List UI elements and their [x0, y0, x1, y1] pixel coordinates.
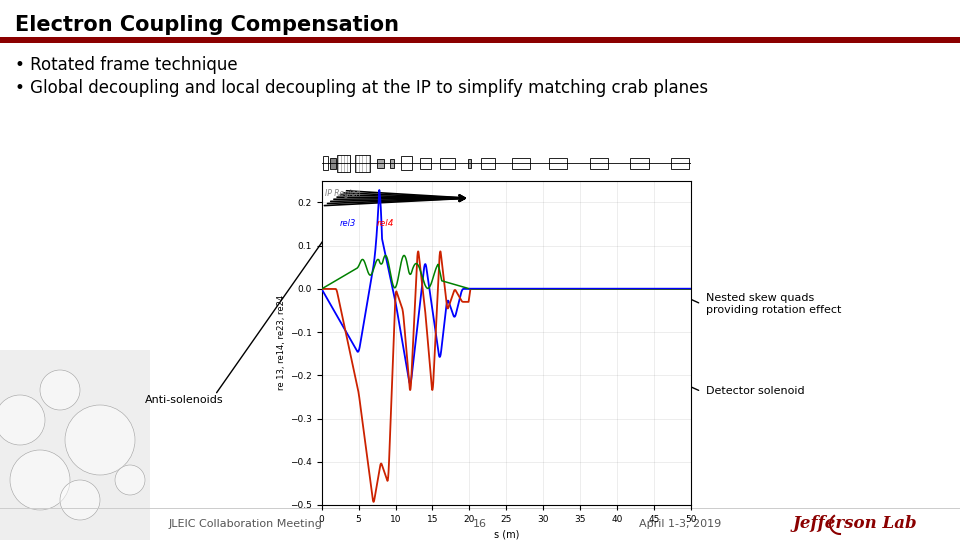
Text: rel4: rel4 [377, 219, 395, 228]
Bar [481, 158, 495, 169]
Text: rel3: rel3 [340, 219, 356, 228]
X-axis label: s (m): s (m) [493, 529, 519, 539]
Text: Detector solenoid: Detector solenoid [707, 387, 804, 396]
Bar [589, 158, 608, 169]
Bar [390, 159, 394, 168]
Bar [401, 157, 412, 171]
Text: IP Region: IP Region [325, 189, 361, 198]
Text: • Rotated frame technique: • Rotated frame technique [15, 56, 238, 74]
Bar [324, 157, 327, 171]
Circle shape [10, 450, 70, 510]
Bar [512, 158, 531, 169]
Text: Nested skew quads
providing rotation effect: Nested skew quads providing rotation eff… [707, 293, 842, 315]
Circle shape [65, 405, 135, 475]
Bar [420, 158, 431, 169]
Circle shape [40, 370, 80, 410]
Text: • Global decoupling and local decoupling at the IP to simplify matching crab pla: • Global decoupling and local decoupling… [15, 79, 708, 97]
Bar [671, 158, 689, 169]
Circle shape [0, 395, 45, 445]
Bar [0, 37, 960, 43]
Text: April 1-3, 2019: April 1-3, 2019 [638, 519, 721, 529]
Bar [440, 158, 455, 169]
Text: Electron Coupling Compensation: Electron Coupling Compensation [15, 15, 399, 35]
Bar [355, 155, 370, 172]
Y-axis label: re 13, re14, re23, re24: re 13, re14, re23, re24 [276, 295, 286, 390]
Bar [329, 158, 336, 169]
Bar [549, 158, 567, 169]
Bar [0, 350, 150, 540]
Bar [630, 158, 649, 169]
Circle shape [60, 480, 100, 520]
Bar [337, 155, 350, 172]
Text: JLEIC Collaboration Meeting: JLEIC Collaboration Meeting [168, 519, 322, 529]
Circle shape [115, 465, 145, 495]
Text: Anti-solenoids: Anti-solenoids [145, 395, 224, 405]
Bar [377, 159, 384, 168]
Text: 16: 16 [473, 519, 487, 529]
Bar [468, 159, 471, 168]
Text: Jefferson Lab: Jefferson Lab [793, 516, 918, 532]
